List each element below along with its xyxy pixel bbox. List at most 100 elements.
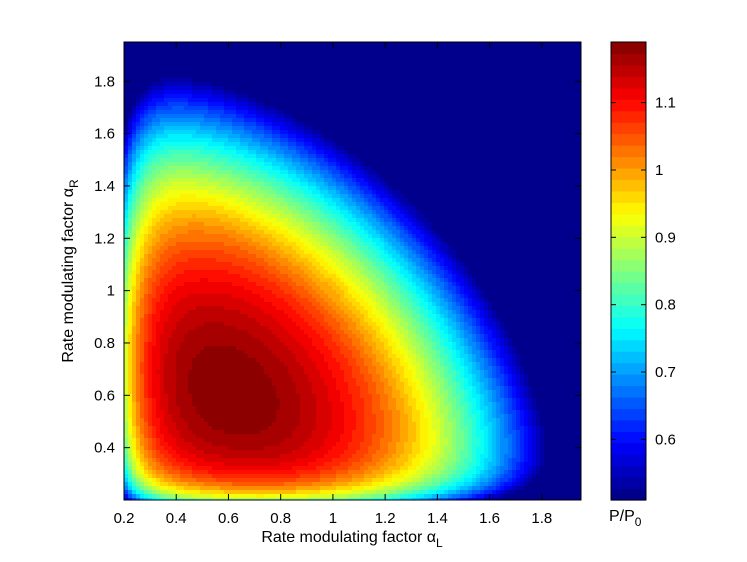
- contour-cell: [344, 186, 349, 191]
- contour-cell: [528, 98, 533, 103]
- contour-cell: [312, 70, 317, 75]
- contour-cell: [444, 82, 449, 87]
- contour-cell: [416, 50, 421, 55]
- contour-cell: [164, 214, 169, 219]
- contour-cell: [336, 114, 341, 119]
- contour-cell: [296, 214, 301, 219]
- contour-cell: [308, 190, 313, 195]
- contour-cell: [296, 174, 301, 179]
- contour-cell: [232, 182, 237, 187]
- contour-cell: [124, 154, 129, 159]
- contour-cell: [344, 170, 349, 175]
- contour-cell: [564, 198, 569, 203]
- contour-cell: [312, 174, 317, 179]
- contour-cell: [284, 110, 289, 115]
- contour-cell: [340, 182, 345, 187]
- contour-cell: [132, 66, 137, 71]
- contour-cell: [188, 110, 193, 115]
- contour-cell: [416, 138, 421, 143]
- contour-cell: [336, 54, 341, 59]
- contour-cell: [380, 190, 385, 195]
- contour-cell: [424, 102, 429, 107]
- contour-cell: [512, 158, 517, 163]
- contour-cell: [276, 150, 281, 155]
- contour-cell: [200, 102, 205, 107]
- contour-cell: [320, 58, 325, 63]
- contour-cell: [396, 194, 401, 199]
- contour-cell: [364, 42, 369, 47]
- contour-cell: [448, 202, 453, 207]
- contour-cell: [568, 46, 573, 51]
- contour-cell: [248, 70, 253, 75]
- contour-cell: [492, 82, 497, 87]
- contour-cell: [432, 146, 437, 151]
- contour-cell: [268, 146, 273, 151]
- contour-cell: [388, 198, 393, 203]
- contour-cell: [388, 170, 393, 175]
- contour-cell: [392, 138, 397, 143]
- contour-cell: [364, 70, 369, 75]
- contour-cell: [548, 42, 553, 47]
- contour-cell: [476, 118, 481, 123]
- contour-cell: [392, 94, 397, 99]
- contour-cell: [236, 50, 241, 55]
- contour-cell: [288, 182, 293, 187]
- contour-cell: [420, 198, 425, 203]
- contour-cell: [316, 46, 321, 51]
- contour-cell: [380, 106, 385, 111]
- contour-cell: [148, 190, 153, 195]
- contour-cell: [276, 126, 281, 131]
- contour-cell: [244, 134, 249, 139]
- contour-cell: [296, 170, 301, 175]
- contour-cell: [340, 82, 345, 87]
- contour-cell: [136, 122, 141, 127]
- contour-cell: [436, 102, 441, 107]
- contour-cell: [572, 178, 577, 183]
- contour-cell: [184, 182, 189, 187]
- contour-cell: [436, 42, 441, 47]
- contour-cell: [156, 66, 161, 71]
- contour-cell: [456, 186, 461, 191]
- contour-cell: [492, 162, 497, 167]
- contour-cell: [208, 190, 213, 195]
- contour-cell: [496, 50, 501, 55]
- contour-cell: [128, 86, 133, 91]
- contour-cell: [144, 42, 149, 47]
- contour-cell: [444, 150, 449, 155]
- contour-cell: [424, 110, 429, 115]
- contour-cell: [532, 102, 537, 107]
- contour-cell: [284, 50, 289, 55]
- contour-cell: [484, 194, 489, 199]
- contour-cell: [276, 130, 281, 135]
- contour-cell: [416, 202, 421, 207]
- contour-cell: [392, 66, 397, 71]
- contour-cell: [304, 90, 309, 95]
- contour-cell: [560, 138, 565, 143]
- contour-cell: [548, 78, 553, 83]
- contour-cell: [300, 174, 305, 179]
- contour-cell: [152, 178, 157, 183]
- contour-cell: [276, 134, 281, 139]
- contour-cell: [152, 138, 157, 143]
- contour-cell: [288, 138, 293, 143]
- contour-cell: [488, 166, 493, 171]
- contour-cell: [392, 122, 397, 127]
- contour-cell: [244, 70, 249, 75]
- contour-cell: [204, 50, 209, 55]
- contour-cell: [436, 78, 441, 83]
- contour-cell: [408, 78, 413, 83]
- contour-cell: [464, 202, 469, 207]
- contour-cell: [544, 98, 549, 103]
- contour-cell: [504, 106, 509, 111]
- contour-cell: [276, 202, 281, 207]
- contour-cell: [312, 54, 317, 59]
- contour-cell: [576, 194, 581, 199]
- contour-cell: [348, 170, 353, 175]
- contour-cell: [452, 102, 457, 107]
- contour-cell: [208, 146, 213, 151]
- contour-cell: [540, 54, 545, 59]
- contour-cell: [432, 150, 437, 155]
- contour-cell: [232, 126, 237, 131]
- contour-cell: [356, 82, 361, 87]
- contour-cell: [396, 170, 401, 175]
